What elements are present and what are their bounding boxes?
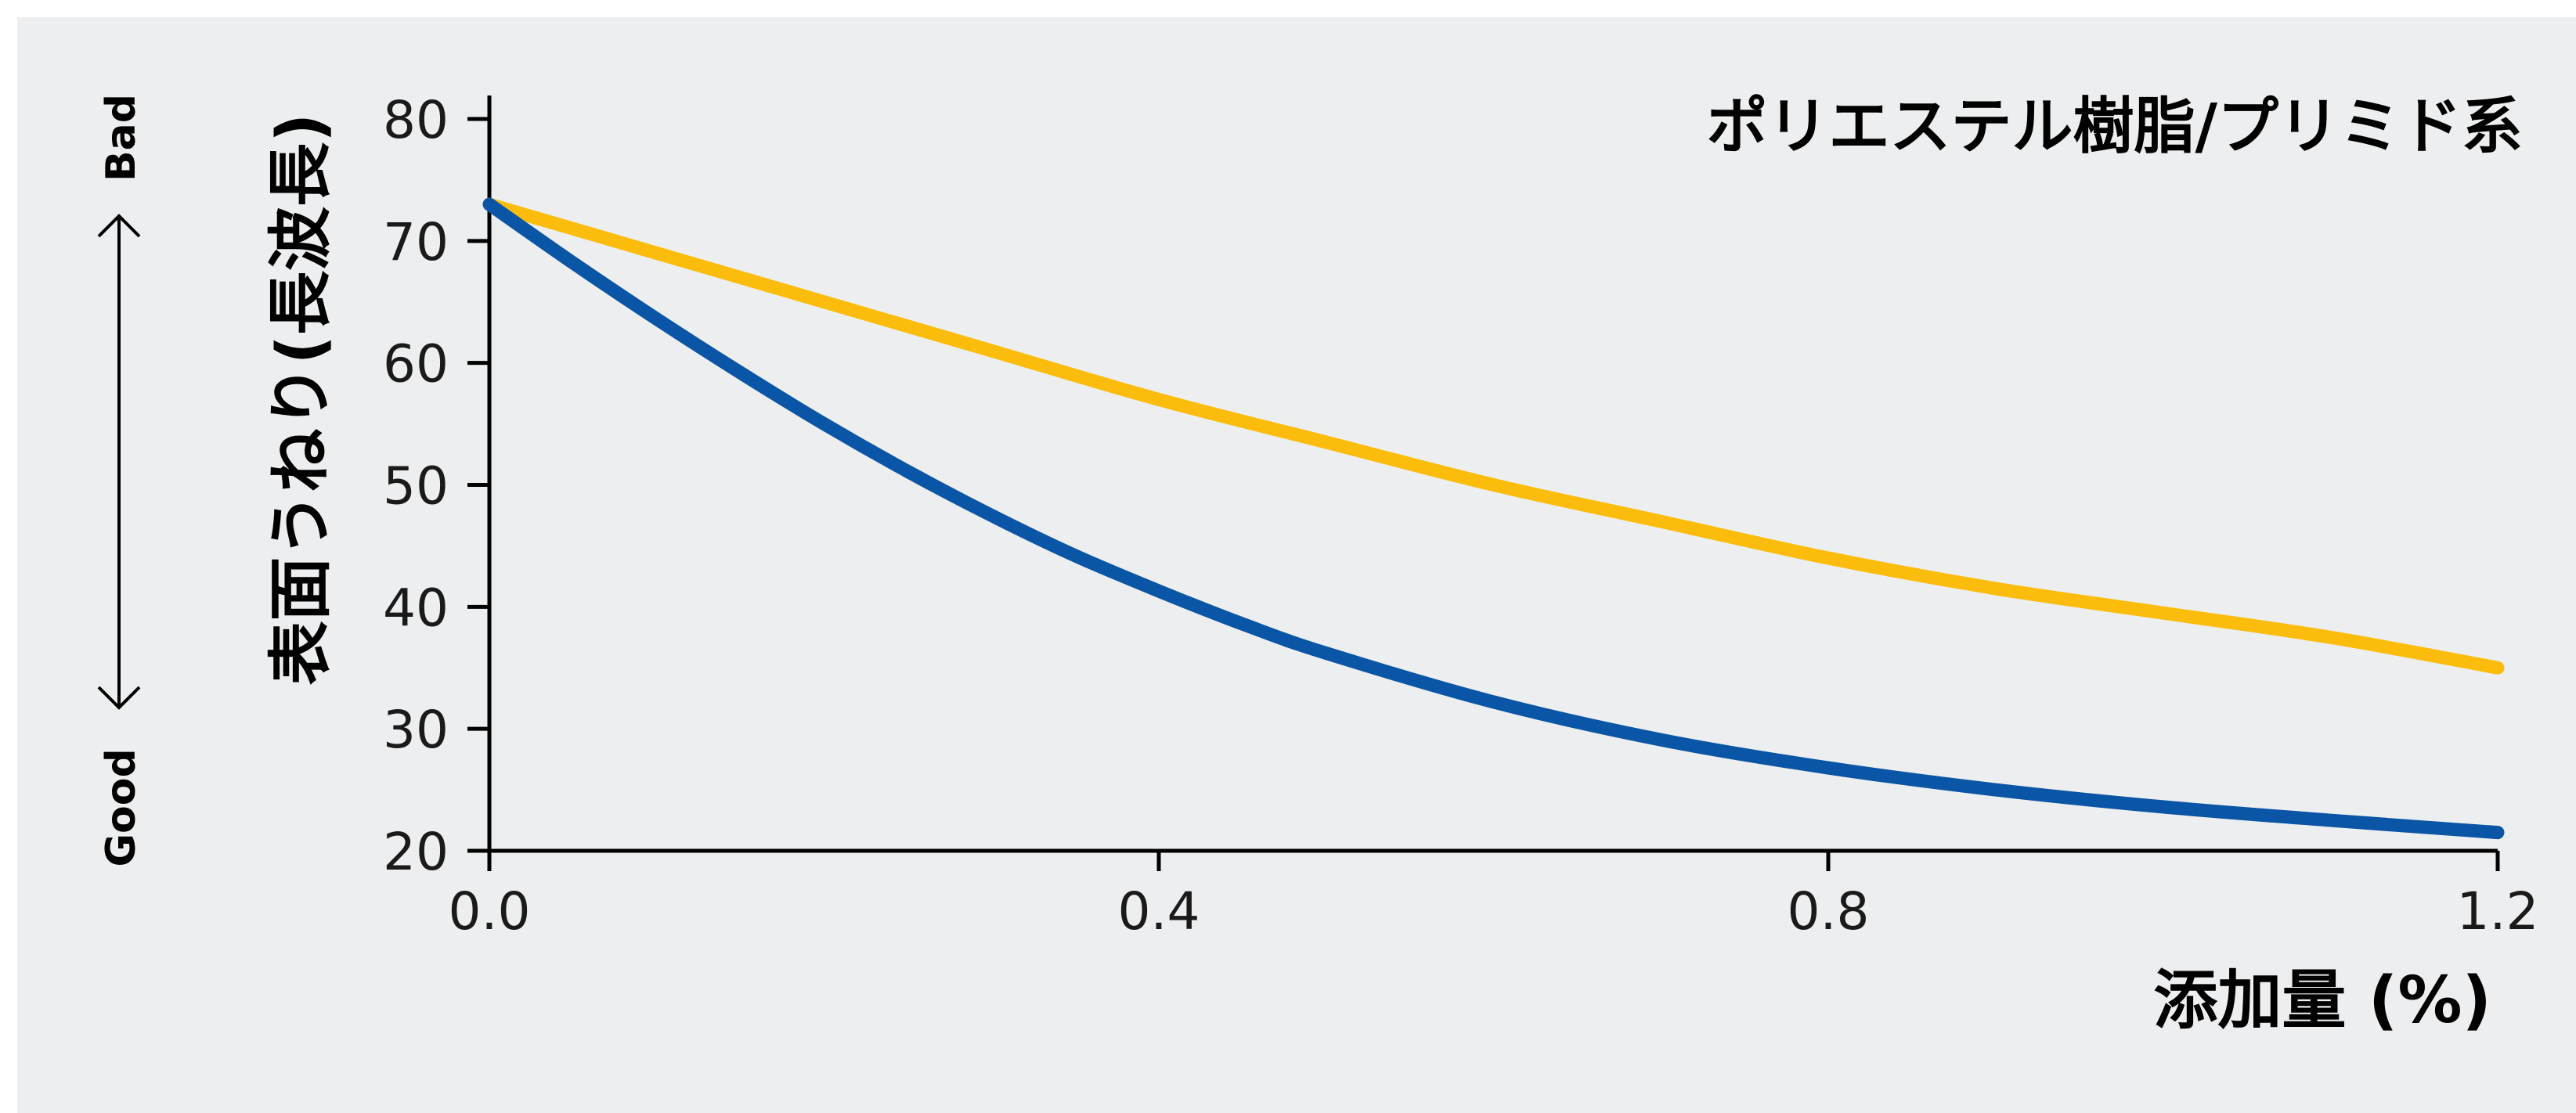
y-tick-label: 60 — [383, 334, 449, 394]
series-line-1 — [482, 197, 2505, 675]
y-tick-label: 40 — [383, 578, 449, 638]
good-label: Good — [98, 748, 145, 866]
y-tick-label: 20 — [383, 822, 449, 882]
x-tick-label: 1.2 — [2457, 881, 2539, 942]
x-tick-label: 0.4 — [1118, 881, 1200, 942]
y-tick-label: 70 — [383, 212, 449, 272]
series-group — [482, 197, 2505, 840]
good-bad-indicator: Bad Good — [97, 94, 145, 867]
chart-title: ポリエステル樹脂/プリミド系 — [1707, 92, 2524, 162]
y-axis-title: 表面うねり(長波長) — [264, 113, 338, 686]
y-tick-label: 30 — [383, 700, 449, 760]
chart-background — [17, 17, 2576, 1113]
x-tick-label: 0.0 — [449, 881, 531, 942]
bad-label: Bad — [98, 94, 145, 182]
arrow-down-icon — [97, 686, 141, 710]
arrow-up-icon — [97, 214, 141, 238]
axes: 20 30 40 50 60 70 80 0.0 0.4 0.8 1.2 — [383, 90, 2538, 942]
y-tick-label: 80 — [383, 90, 449, 150]
y-tick-label: 50 — [383, 456, 449, 517]
series-line-2 — [482, 197, 2505, 840]
x-axis-title: 添加量 (%) — [2153, 964, 2491, 1038]
x-tick-label: 0.8 — [1788, 881, 1870, 942]
labels: ポリエステル樹脂/プリミド系 添加量 (%) 表面うねり(長波長) — [264, 92, 2523, 1038]
